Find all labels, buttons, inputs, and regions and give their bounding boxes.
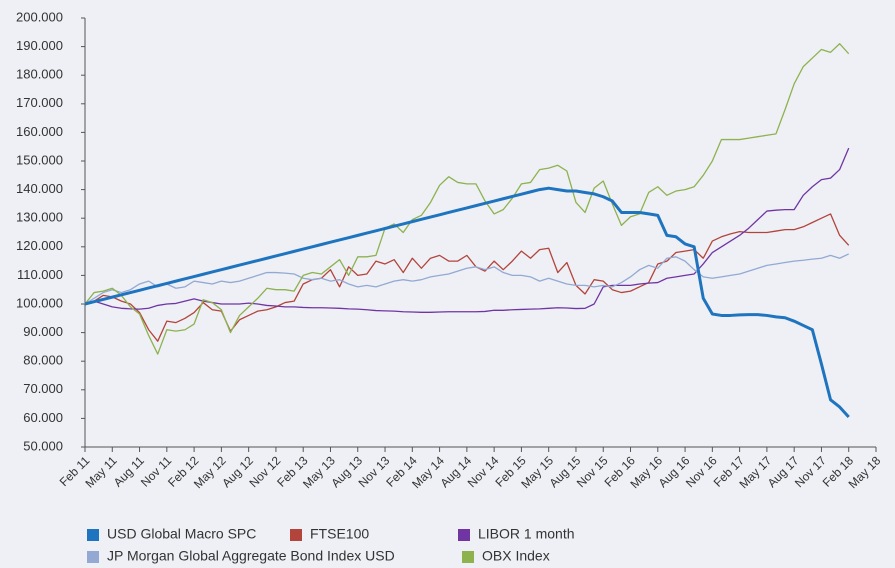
legend-swatch bbox=[462, 551, 474, 563]
x-tick-label: May 11 bbox=[83, 453, 120, 490]
legend-label: OBX Index bbox=[482, 548, 550, 564]
y-tick-label: 160.000 bbox=[16, 124, 63, 139]
series-line bbox=[84, 186, 850, 418]
y-tick-label: 110.000 bbox=[17, 267, 63, 282]
legend-swatch bbox=[290, 529, 302, 541]
y-tick-label: 70.000 bbox=[23, 381, 63, 396]
y-tick-label: 150.000 bbox=[16, 152, 63, 167]
y-tick-label: 200.000 bbox=[16, 9, 63, 24]
y-tick-label: 170.000 bbox=[16, 95, 63, 110]
y-tick-label: 140.000 bbox=[16, 181, 63, 196]
legend-label: USD Global Macro SPC bbox=[107, 526, 256, 542]
series-line bbox=[84, 147, 850, 313]
legend-label: FTSE100 bbox=[310, 526, 369, 542]
y-tick-label: 60.000 bbox=[23, 410, 63, 425]
y-tick-label: 90.000 bbox=[23, 324, 63, 339]
legend-label: LIBOR 1 month bbox=[478, 526, 575, 542]
legend-swatch bbox=[458, 529, 470, 541]
series-line bbox=[84, 43, 850, 355]
series-line bbox=[84, 213, 850, 342]
y-tick-label: 190.000 bbox=[16, 38, 63, 53]
series-line bbox=[84, 253, 849, 305]
legend-swatch bbox=[87, 529, 99, 541]
legend-label: JP Morgan Global Aggregate Bond Index US… bbox=[107, 548, 395, 564]
y-tick-label: 130.000 bbox=[16, 210, 63, 225]
y-tick-label: 100.000 bbox=[16, 295, 63, 310]
y-tick-label: 50.000 bbox=[23, 438, 63, 453]
y-tick-label: 80.000 bbox=[23, 353, 63, 368]
y-tick-label: 180.000 bbox=[16, 67, 63, 82]
legend-swatch bbox=[87, 551, 99, 563]
y-tick-label: 120.000 bbox=[16, 238, 63, 253]
